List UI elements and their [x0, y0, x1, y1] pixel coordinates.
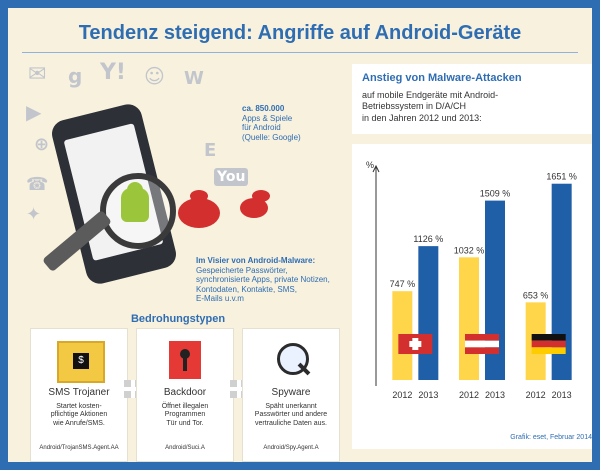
social-icons-background: W	[184, 68, 204, 89]
threat-desc-line: pflichtige Aktionen	[50, 411, 108, 419]
social-icons-background: g	[68, 64, 83, 88]
chart-card: % 747 % 2012 1126 % 2013 1032 % 2012 1509 % 2013…	[352, 144, 592, 449]
malware-targets-note: Im Visier von Android-Malware: Gespeiche…	[196, 256, 366, 304]
apps-line: für Android	[242, 123, 281, 133]
threat-desc-line: vertrauliche Daten aus.	[255, 419, 327, 427]
bar-value-label: 1651 %	[546, 172, 577, 182]
malware-bug-icon	[240, 190, 270, 218]
android-icon	[121, 182, 149, 222]
bar-value-label: 1126 %	[413, 234, 443, 244]
keyhole-top	[180, 349, 190, 359]
apps-note: ca. 850.000 Apps & Spiele für Android (Q…	[242, 104, 352, 142]
threat-desc-line: wie Anrufe/SMS.	[53, 419, 105, 427]
malware-targets-line: E-Mails u.v.m	[196, 294, 244, 304]
threat-card-spyware: Spyware Späht unerkannt Passwörter und a…	[242, 328, 340, 462]
malware-bug-icon	[178, 190, 220, 228]
social-icons-background: ☎	[26, 174, 49, 195]
x-tick-label: 2013	[418, 390, 438, 400]
threat-name: Backdoor	[163, 387, 207, 398]
flag-ch-cross	[409, 341, 422, 347]
threat-code: Android/Suci.A	[165, 445, 205, 451]
threat-types-heading: Bedrohungstypen	[130, 313, 226, 325]
bar-value-label: 1509 %	[480, 189, 511, 199]
threat-name: Spyware	[271, 387, 311, 398]
chart-subtitle-line: in den Jahren 2012 und 2013:	[362, 112, 482, 123]
threat-code: Android/Spy.Agent.A	[263, 445, 319, 451]
y-axis-label: %	[366, 160, 374, 170]
social-icons-background: E	[204, 140, 217, 161]
bar-value-label: 653 %	[523, 290, 549, 300]
page-title: Tendenz steigend: Angriffe auf Android-G…	[78, 22, 522, 44]
threat-desc-line: Startet kosten-	[56, 403, 102, 410]
bar-value-label: 747 %	[390, 279, 416, 289]
social-icons-background: ⊕	[34, 134, 50, 155]
magnifier-lens	[277, 343, 309, 375]
magnifier-binary-icon	[269, 341, 313, 379]
malware-targets-line: Kontodaten, Kontakte, SMS,	[196, 284, 297, 294]
threat-desc-line: Tür und Tor.	[166, 419, 204, 427]
malware-targets-title: Im Visier von Android-Malware:	[196, 256, 316, 265]
social-icons-background: ☺	[144, 64, 165, 88]
malware-targets-line: synchronisierte Apps, private Notizen,	[196, 275, 330, 285]
apps-source: (Quelle: Google)	[242, 132, 301, 142]
threat-desc-line: Späht unerkannt	[265, 403, 317, 410]
flag-at-stripe	[465, 334, 499, 341]
threat-name: SMS Trojaner	[48, 387, 110, 398]
threat-code: Android/TrojanSMS.Agent.AA	[39, 445, 119, 451]
x-tick-label: 2012	[459, 390, 479, 400]
threat-desc-line: Programmen	[164, 411, 206, 419]
social-icons-background: ✦	[26, 204, 42, 225]
bar-value-label: 1032 %	[454, 245, 485, 255]
threat-description: Startet kosten- pflichtige Aktionen wie …	[35, 403, 123, 428]
chart-subtitle: auf mobile Endgeräte mit Android- Betrie…	[362, 90, 592, 124]
social-icons-background: Y!	[100, 60, 126, 85]
keyhole-slot	[183, 357, 187, 371]
y-axis-arrow	[372, 164, 380, 173]
flag-at-stripe	[465, 340, 499, 348]
flag-at-stripe	[465, 347, 499, 354]
infographic-panel: Tendenz steigend: Angriffe auf Android-G…	[8, 8, 592, 462]
malware-attacks-card: Anstieg von Malware-Attacken auf mobile …	[352, 64, 592, 134]
bar	[418, 246, 439, 380]
x-tick-label: 2012	[526, 390, 546, 400]
threat-description: Späht unerkannt Passwörter und andere ve…	[247, 403, 335, 428]
threat-card-sms-trojaner: $ SMS Trojaner Startet kosten- pflichtig…	[30, 328, 128, 462]
x-tick-label: 2012	[392, 390, 412, 400]
dollar-icon: $	[73, 353, 89, 369]
chart-source: Grafik: eset, Februar 2014	[510, 434, 592, 441]
keyhole-icon	[169, 341, 201, 379]
envelope-dollar-icon: $	[57, 341, 105, 383]
x-tick-label: 2013	[552, 390, 572, 400]
apps-count: ca. 850.000	[242, 104, 285, 113]
social-icons-background: ✉	[28, 62, 47, 87]
chart-subtitle-line: auf mobile Endgeräte mit Android-	[362, 90, 499, 100]
bar	[459, 257, 479, 380]
threat-desc-line: Passwörter und andere	[254, 411, 328, 419]
title-divider	[22, 52, 578, 53]
apps-line: Apps & Spiele	[242, 113, 293, 123]
flag-de-stripe	[531, 347, 566, 354]
chart-title: Anstieg von Malware-Attacken	[362, 72, 522, 84]
chart-subtitle-line: Betriebssystem in D/A/CH	[362, 101, 467, 112]
flag-de-stripe	[531, 334, 566, 341]
bar-chart: % 747 % 2012 1126 % 2013 1032 % 2012 1509 % 2013…	[366, 160, 577, 400]
social-icons-background: You	[214, 168, 249, 186]
threat-card-backdoor: Backdoor Öffnet illegalen Programmen Tür…	[136, 328, 234, 462]
x-tick-label: 2013	[485, 390, 505, 400]
malware-targets-line: Gespeicherte Passwörter,	[196, 265, 288, 275]
flag-de-stripe	[531, 340, 566, 348]
threat-description: Öffnet illegalen Programmen Tür und Tor.	[141, 403, 229, 428]
bar	[551, 183, 572, 380]
threat-desc-line: Öffnet illegalen	[161, 403, 209, 410]
social-icons-background: ▶	[26, 100, 42, 124]
